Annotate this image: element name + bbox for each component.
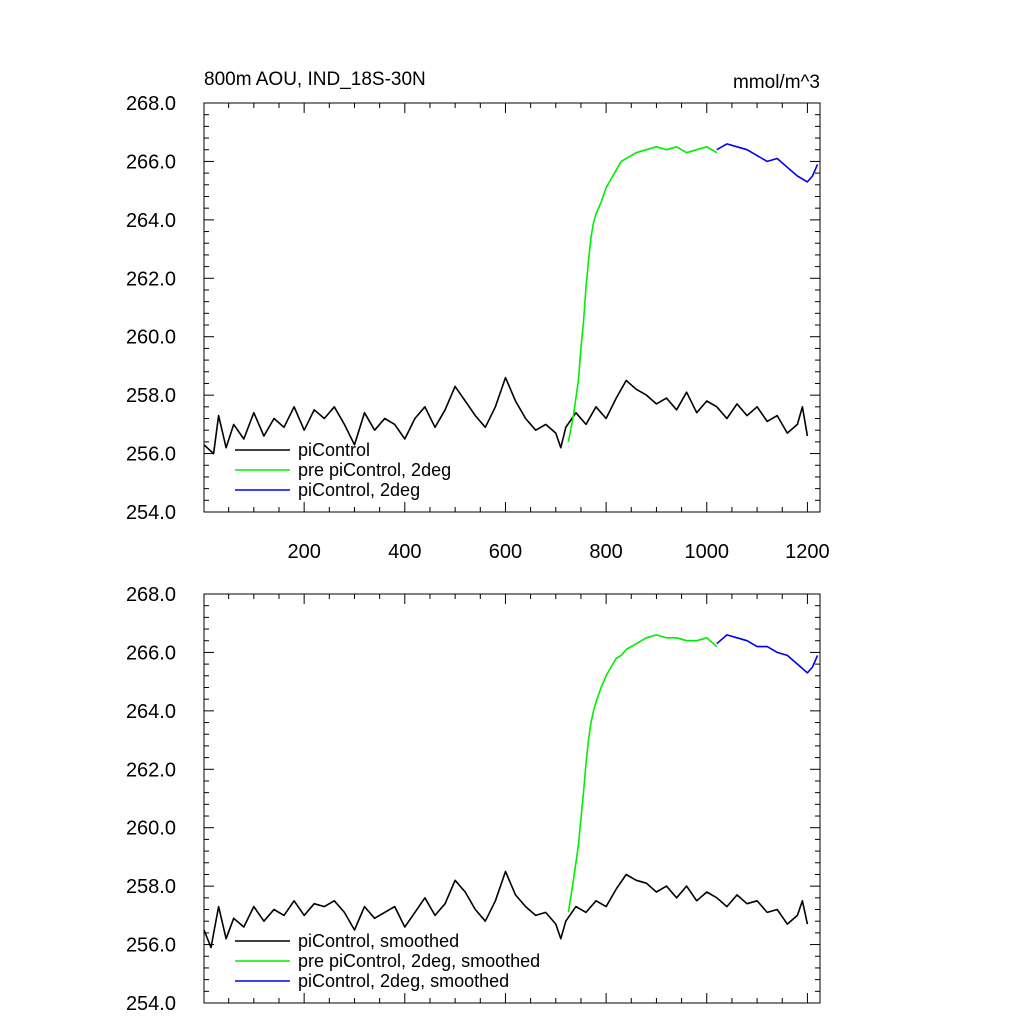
legend-label: piControl, 2deg, smoothed <box>298 971 509 991</box>
units-label: mmol/m^3 <box>733 72 820 93</box>
y-tick-label: 254.0 <box>126 993 176 1015</box>
series-line <box>716 634 819 674</box>
y-tick-label: 260.0 <box>126 818 176 840</box>
plot-frame <box>203 593 821 1004</box>
y-tick-label: 262.0 <box>126 268 176 290</box>
series-line <box>203 870 809 949</box>
series-line <box>203 376 809 455</box>
x-tick-label: 1200 <box>785 541 830 563</box>
x-tick-label: 200 <box>287 541 320 563</box>
series-line <box>567 634 718 913</box>
y-tick-label: 260.0 <box>126 327 176 349</box>
legend-label: pre piControl, 2deg, smoothed <box>298 951 540 971</box>
plot-frame <box>203 102 821 513</box>
figure-title: 800m AOU, IND_18S-30N <box>204 69 426 90</box>
y-tick-label: 264.0 <box>126 701 176 723</box>
x-tick-label: 600 <box>489 541 522 563</box>
y-tick-label: 262.0 <box>126 759 176 781</box>
y-tick-label: 264.0 <box>126 210 176 232</box>
legend-label: pre piControl, 2deg <box>298 460 451 480</box>
y-tick-label: 258.0 <box>126 385 176 407</box>
top-panel: 200 400 600 800 1000 1200 254.0 256.0 258.0 260.0… <box>126 93 830 563</box>
y-tick-label: 268.0 <box>126 584 176 606</box>
series-line <box>716 143 819 183</box>
bottom-panel: 254.0 256.0 258.0 260.0 262.0 264.0 266.0 268.0… <box>126 584 821 1015</box>
x-tick-label: 400 <box>388 541 421 563</box>
legend-label: piControl <box>298 440 370 460</box>
y-tick-label: 256.0 <box>126 935 176 957</box>
x-tick-label: 800 <box>589 541 622 563</box>
x-tick-label: 1000 <box>685 541 730 563</box>
y-tick-label: 256.0 <box>126 444 176 466</box>
y-tick-label: 268.0 <box>126 93 176 115</box>
legend-label: piControl, smoothed <box>298 931 459 951</box>
y-tick-label: 258.0 <box>126 876 176 898</box>
y-tick-label: 266.0 <box>126 642 176 664</box>
legend-label: piControl, 2deg <box>298 480 420 500</box>
series-line <box>567 146 718 443</box>
y-tick-label: 254.0 <box>126 502 176 524</box>
y-tick-label: 266.0 <box>126 151 176 173</box>
